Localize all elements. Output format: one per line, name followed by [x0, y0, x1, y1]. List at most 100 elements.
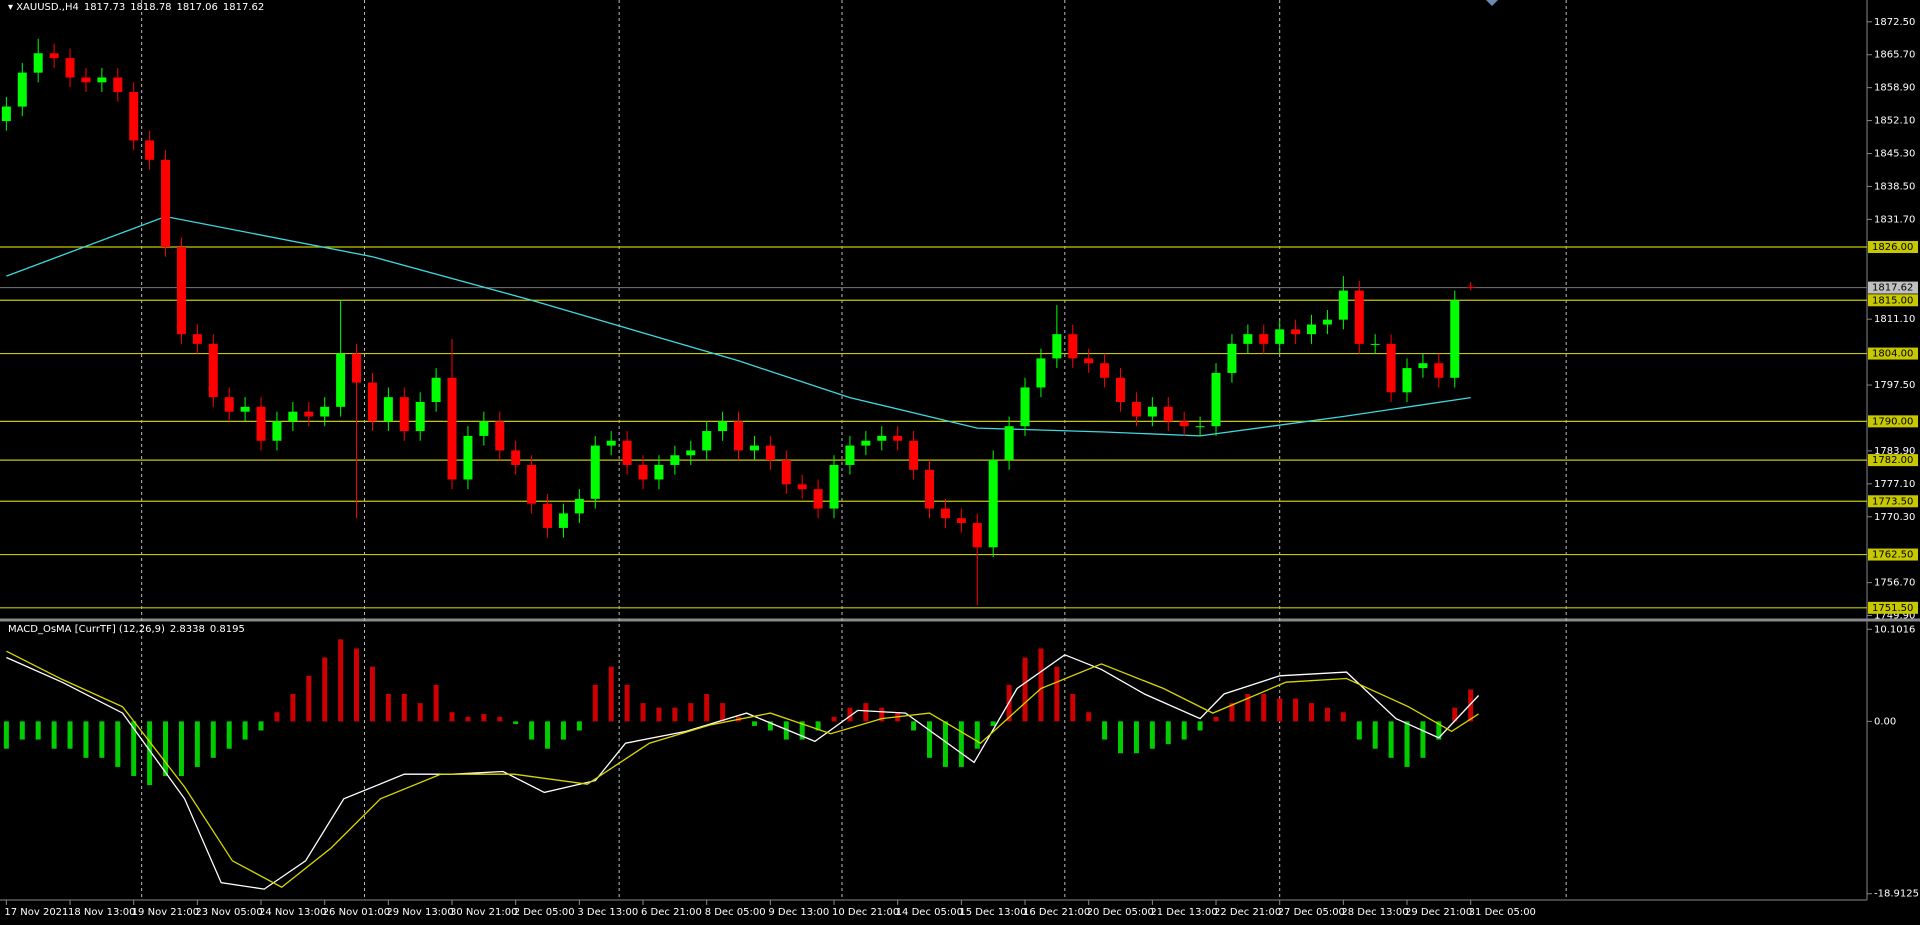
- histogram-bar: [465, 716, 471, 722]
- histogram-bar: [385, 694, 391, 722]
- x-tick-label: 15 Dec 13:00: [959, 907, 1026, 918]
- histogram-bar: [274, 712, 280, 722]
- y-tick-label: 1838.50: [1874, 181, 1915, 192]
- candle-body: [256, 406, 266, 441]
- candle-body: [113, 77, 123, 93]
- histogram-bar: [51, 721, 57, 749]
- histogram-bar: [720, 703, 726, 722]
- level-label: 1804.00: [1872, 349, 1913, 360]
- candle-body: [1354, 290, 1364, 344]
- candle-body: [49, 53, 59, 59]
- moving-average: [6, 215, 1471, 437]
- histogram-bar: [147, 721, 153, 786]
- x-tick-label: 18 Nov 13:00: [68, 907, 135, 918]
- histogram-bar: [799, 721, 805, 740]
- histogram-bar: [958, 721, 964, 767]
- candle-body: [972, 523, 982, 548]
- candle-body: [399, 397, 409, 432]
- candle-body: [1227, 343, 1237, 373]
- histogram-bar: [672, 707, 678, 722]
- y-tick-label: 1831.70: [1874, 214, 1915, 225]
- price-label-box: [1868, 281, 1918, 294]
- candle-body: [702, 431, 712, 451]
- candle-body: [1020, 387, 1030, 427]
- indicator-name: MACD_OsMA [CurrTF] (12,26,9): [8, 624, 165, 635]
- candle-body: [813, 489, 823, 509]
- histogram-bar: [529, 721, 535, 740]
- candle-body: [574, 498, 584, 514]
- level-label: 1815.00: [1872, 295, 1913, 306]
- histogram-bar: [942, 721, 948, 767]
- histogram-bar: [688, 703, 694, 722]
- histogram-bar: [1118, 721, 1124, 754]
- main-header: ▾ XAUUSD.,H4 1817.73 1818.78 1817.06 1817.62: [8, 2, 265, 13]
- candle-body: [590, 445, 600, 499]
- y-tick-label: 1852.10: [1874, 116, 1915, 127]
- y-tick-label: 1811.10: [1874, 314, 1915, 325]
- histogram-bar: [560, 721, 566, 740]
- low: 1817.06: [176, 2, 218, 13]
- candle-body: [352, 353, 362, 383]
- histogram-bar: [783, 721, 789, 740]
- x-tick-label: 30 Nov 21:00: [450, 907, 517, 918]
- candle-body: [877, 435, 887, 441]
- candle-body: [192, 334, 202, 344]
- candle-body: [988, 460, 998, 548]
- candle-body: [1100, 363, 1110, 378]
- histogram-bar: [974, 721, 980, 749]
- candle-body: [718, 421, 728, 432]
- level-label: 1782.00: [1872, 455, 1913, 466]
- x-tick-label: 21 Dec 13:00: [1150, 907, 1217, 918]
- candle-body: [956, 518, 966, 524]
- candle-body: [463, 435, 473, 480]
- x-tick-label: 22 Dec 21:00: [1214, 907, 1281, 918]
- histogram-bar: [656, 707, 662, 722]
- candle-body: [527, 464, 537, 504]
- candle-body: [1179, 421, 1189, 427]
- histogram-bar: [1133, 721, 1139, 754]
- y-tick-label: 1865.70: [1874, 50, 1915, 61]
- candle-body: [1275, 329, 1285, 344]
- candle-body: [33, 53, 43, 73]
- candle-body: [909, 440, 919, 470]
- histogram-bar: [322, 657, 328, 722]
- histogram-bar: [1404, 721, 1410, 767]
- candle-body: [654, 464, 664, 480]
- histogram-bar: [19, 721, 25, 740]
- signal-value: 0.8195: [209, 624, 245, 635]
- histogram-bar: [545, 721, 551, 749]
- candle-body: [1036, 358, 1046, 388]
- histogram-bar: [210, 721, 216, 758]
- candle-body: [383, 397, 393, 422]
- histogram-bar: [1293, 698, 1299, 722]
- histogram-bar: [831, 716, 837, 722]
- candle-body: [17, 72, 27, 107]
- histogram-bar: [163, 721, 169, 777]
- open: 1817.73: [83, 2, 126, 13]
- x-tick-label: 19 Nov 21:00: [132, 907, 199, 918]
- candle-body: [1004, 426, 1014, 461]
- level-label: 1773.50: [1872, 496, 1913, 507]
- histogram-bar: [1070, 694, 1076, 722]
- histogram-bar: [911, 721, 917, 731]
- candle-body: [558, 513, 568, 528]
- candle-body: [176, 247, 186, 335]
- candle-body: [1402, 368, 1412, 393]
- level-label-box: [1868, 294, 1918, 307]
- histogram-bar: [576, 721, 582, 731]
- histogram-bar: [226, 721, 232, 749]
- histogram-bar: [1038, 648, 1044, 722]
- candle-body: [845, 445, 855, 465]
- y-tick-label: 1783.90: [1874, 446, 1915, 457]
- histogram-bar: [608, 666, 614, 722]
- candle-body: [161, 159, 171, 248]
- candle-body: [893, 435, 903, 441]
- histogram-bar: [1388, 721, 1394, 758]
- level-label-box: [1868, 454, 1918, 467]
- candle-body: [749, 445, 759, 451]
- candle-body: [1163, 406, 1173, 422]
- histogram-bar: [513, 721, 519, 725]
- candle-body: [367, 382, 377, 422]
- candle-body: [479, 421, 489, 436]
